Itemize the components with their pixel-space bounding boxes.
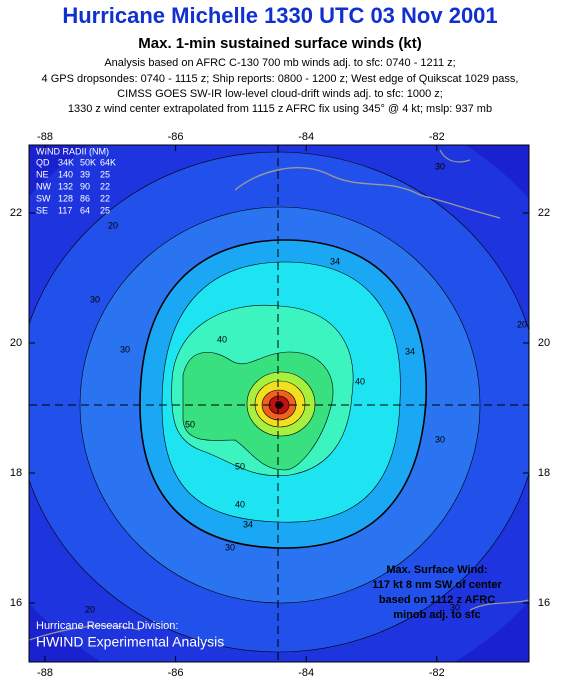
contour-label: 30 xyxy=(90,294,100,304)
lat-label: 16 xyxy=(10,597,22,609)
radii-title: WIND RADII (NM) xyxy=(36,146,109,156)
radii-header: 64K xyxy=(100,157,116,167)
radii-header: 50K xyxy=(80,157,96,167)
radii-cell: 39 xyxy=(80,169,90,179)
max-wind-line: 117 kt 8 nm SW of center xyxy=(372,579,502,591)
lon-label: -88 xyxy=(37,131,53,143)
contour-label: 34 xyxy=(405,346,415,356)
contour-label: 20 xyxy=(517,319,527,329)
lon-label: -88 xyxy=(37,667,53,679)
contour-label: 30 xyxy=(450,602,460,612)
max-wind: Max. Surface Wind: 117 kt 8 nm SW of cen… xyxy=(372,564,502,621)
radii-cell: 64 xyxy=(80,205,90,215)
radii-cell: 22 xyxy=(100,193,110,203)
note: Analysis based on AFRC C-130 700 mb wind… xyxy=(104,57,455,69)
coastline xyxy=(234,167,501,219)
credit: HWIND Experimental Analysis xyxy=(36,634,224,650)
lon-label: -84 xyxy=(298,131,314,143)
radii-header: QD xyxy=(36,157,50,167)
contour-label: 50 xyxy=(185,419,195,429)
radii-cell: 25 xyxy=(100,169,110,179)
lat-label: 22 xyxy=(10,207,22,219)
contour-label: 30 xyxy=(225,542,235,552)
contour-label: 50 xyxy=(235,461,245,471)
lon-label: -86 xyxy=(168,131,184,143)
lat-label: 20 xyxy=(538,337,550,349)
radii-cell: NE xyxy=(36,169,49,179)
contour-label: 20 xyxy=(108,220,118,230)
radii-cell: 128 xyxy=(58,193,73,203)
wind-field xyxy=(29,145,529,662)
subtitle: Max. 1-min sustained surface winds (kt) xyxy=(138,35,421,52)
radii-cell: SE xyxy=(36,205,48,215)
contour-label: 40 xyxy=(355,376,365,386)
note: 4 GPS dropsondes: 0740 - 1115 z; Ship re… xyxy=(42,73,519,85)
radii-cell: 25 xyxy=(100,205,110,215)
lon-label: -86 xyxy=(168,667,184,679)
contour-label: 34 xyxy=(243,519,253,529)
lat-label: 22 xyxy=(538,207,550,219)
radii-cell: 117 xyxy=(58,205,72,215)
frame xyxy=(28,144,530,663)
radii-header: 34K xyxy=(58,157,74,167)
contour-label: 40 xyxy=(235,499,245,509)
contour-label: 34 xyxy=(330,256,340,266)
coastline xyxy=(29,625,141,641)
radii-cell: SW xyxy=(36,193,51,203)
contour-label: 30 xyxy=(120,344,130,354)
max-wind-line: Max. Surface Wind: xyxy=(386,564,487,576)
note: 1330 z wind center extrapolated from 111… xyxy=(68,103,492,115)
max-wind-line: based on 1112 z AFRC xyxy=(379,594,495,606)
note: CIMSS GOES SW-IR low-level cloud-drift w… xyxy=(117,88,443,100)
coastline xyxy=(469,599,529,611)
title: Hurricane Michelle 1330 UTC 03 Nov 2001 xyxy=(62,3,497,28)
credit: Hurricane Research Division: xyxy=(36,620,178,632)
contour-label: 40 xyxy=(217,334,227,344)
contour-label: 30 xyxy=(435,434,445,444)
lat-label: 18 xyxy=(538,467,550,479)
coastline xyxy=(439,149,471,163)
radii-cell: 132 xyxy=(58,181,73,191)
lat-label: 20 xyxy=(10,337,22,349)
contour-label: 20 xyxy=(85,604,95,614)
lon-label: -82 xyxy=(429,131,445,143)
radii-cell: 90 xyxy=(80,181,90,191)
lon-label: -82 xyxy=(429,667,445,679)
lat-label: 18 xyxy=(10,467,22,479)
radii-cell: NW xyxy=(36,181,51,191)
radii-cell: 86 xyxy=(80,193,90,203)
max-wind-line: minob adj. to sfc xyxy=(393,609,480,621)
radii-cell: 22 xyxy=(100,181,110,191)
radii-cell: 140 xyxy=(58,169,73,179)
lon-label: -84 xyxy=(298,667,314,679)
wind-radii: WIND RADII (NM) QD 34K 50K 64K NE 140 39 25 NW 13… xyxy=(36,146,116,215)
lat-label: 16 xyxy=(538,597,550,609)
contour-label: 30 xyxy=(435,161,445,171)
